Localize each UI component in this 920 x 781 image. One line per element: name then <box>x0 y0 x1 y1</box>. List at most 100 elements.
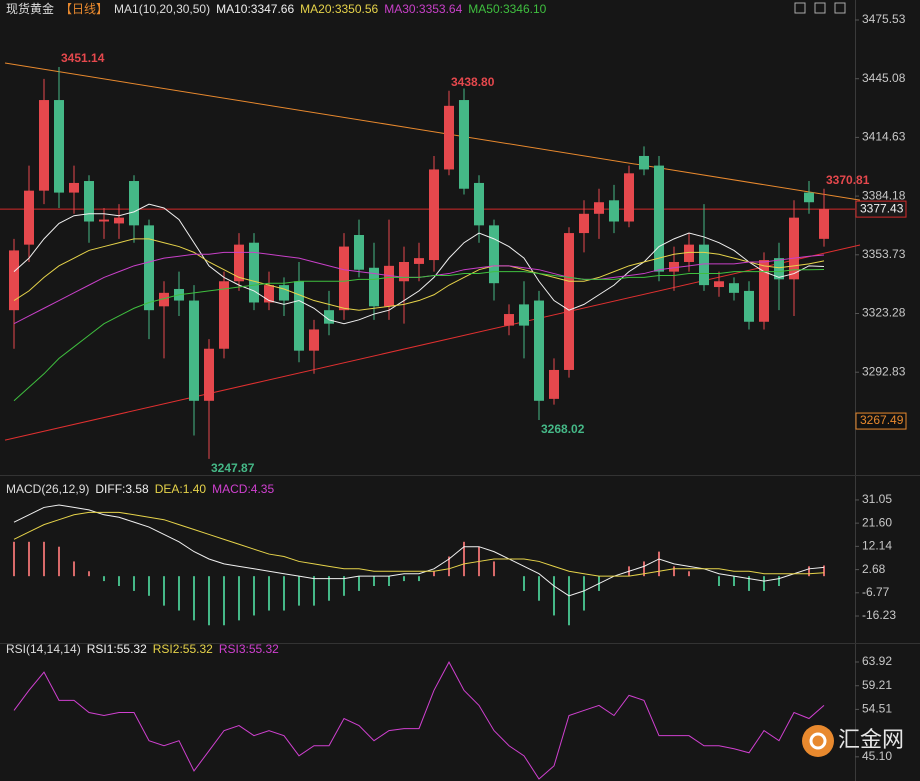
candle <box>204 339 214 459</box>
candle <box>114 204 124 239</box>
toolbar-icon[interactable] <box>814 2 826 14</box>
candle <box>819 188 829 247</box>
candle <box>774 242 784 311</box>
candle-body <box>654 165 664 272</box>
candle <box>699 204 709 291</box>
candle <box>444 90 454 176</box>
candle <box>549 358 559 405</box>
legend-entry: MA1(10,20,30,50) <box>114 2 210 16</box>
y-tick-label: 21.60 <box>862 515 892 529</box>
pane-header: RSI(14,14,14) RSI1:55.32 RSI2:55.32 RSI3:55… <box>6 642 279 656</box>
y-tick-label: 2.68 <box>862 562 886 576</box>
price-annotation: 3438.80 <box>451 75 495 89</box>
candle-body <box>234 244 244 282</box>
candle <box>279 277 289 316</box>
y-tick-label: 63.92 <box>862 654 892 668</box>
candle-body <box>594 202 604 214</box>
candle <box>294 261 304 363</box>
legend-entry: RSI(14,14,14) <box>6 642 81 656</box>
candle <box>414 242 424 282</box>
candle-body <box>459 100 469 189</box>
candle-body <box>744 290 754 322</box>
candle-body <box>264 285 274 303</box>
pane-header: MACD(26,12,9) DIFF:3.58 DEA:1.40 MACD:4.35 <box>6 482 274 496</box>
candle-body <box>399 261 409 282</box>
candle <box>759 252 769 330</box>
candle-body <box>609 200 619 222</box>
y-tick-label: 31.05 <box>862 492 892 506</box>
candle-body <box>369 267 379 307</box>
candle <box>9 238 19 349</box>
candle <box>474 175 484 243</box>
candle-body <box>684 244 694 262</box>
price-annotation: 3370.81 <box>826 173 870 187</box>
ma-line <box>13 238 825 311</box>
y-tick-label: 3292.83 <box>862 364 906 378</box>
price-box <box>855 200 907 218</box>
legend-entry: 【日线】 <box>60 2 108 16</box>
candle-body <box>699 244 709 286</box>
y-tick-label: 3384.18 <box>862 188 906 202</box>
candle-body <box>219 281 229 349</box>
y-tick-label: 54.51 <box>862 702 892 716</box>
candle-body <box>519 304 529 326</box>
candle-body <box>9 250 19 311</box>
candle <box>654 155 664 282</box>
legend-entry: RSI3:55.32 <box>219 642 279 656</box>
candle-body <box>39 100 49 191</box>
toolbar-icon[interactable] <box>794 2 806 14</box>
candle <box>144 219 154 340</box>
candle <box>429 155 439 272</box>
candle-body <box>309 329 319 351</box>
candle-body <box>84 181 94 222</box>
candle-body <box>69 182 79 193</box>
candle <box>24 165 34 262</box>
candle <box>39 78 49 205</box>
candle <box>744 281 754 330</box>
candle-body <box>159 292 169 307</box>
toolbar-icon[interactable] <box>834 2 846 14</box>
candle <box>804 181 814 214</box>
candle-body <box>189 300 199 401</box>
watermark-text: 汇金网 <box>838 727 904 752</box>
candle <box>399 246 409 324</box>
price-annotation: 3247.87 <box>211 461 255 475</box>
candle <box>519 281 529 359</box>
candle <box>594 188 604 239</box>
candle <box>234 233 244 291</box>
candle <box>339 233 349 320</box>
legend-entry: MACD(26,12,9) <box>6 482 89 496</box>
candle-body <box>819 209 829 239</box>
candle-body <box>789 217 799 280</box>
candle-body <box>339 246 349 311</box>
indicator-line <box>13 511 825 577</box>
candle <box>564 227 574 378</box>
legend-entry: MACD:4.35 <box>212 482 274 496</box>
y-tick-label: 12.14 <box>862 539 892 553</box>
candle-body <box>639 155 649 170</box>
candle <box>69 165 79 214</box>
candle <box>354 219 364 278</box>
candle-body <box>534 300 544 401</box>
candle <box>729 277 739 301</box>
candle <box>534 290 544 421</box>
candle-body <box>384 265 394 307</box>
candle-body <box>729 283 739 293</box>
trendline <box>4 244 861 441</box>
y-tick-label: -16.23 <box>862 608 896 622</box>
candle-body <box>804 192 814 203</box>
legend-entry: MA50:3346.10 <box>468 2 546 16</box>
candle-body <box>444 105 454 170</box>
y-tick-label: 59.21 <box>862 678 892 692</box>
candle <box>324 290 334 336</box>
trendline <box>4 62 861 201</box>
legend-entry: DEA:1.40 <box>155 482 207 496</box>
candle <box>384 219 394 320</box>
price-annotation: 3451.14 <box>61 51 105 65</box>
candle <box>99 208 109 239</box>
legend-entry: RSI2:55.32 <box>153 642 213 656</box>
legend-entry: DIFF:3.58 <box>95 482 149 496</box>
candle <box>714 271 724 297</box>
candle-body <box>279 285 289 301</box>
